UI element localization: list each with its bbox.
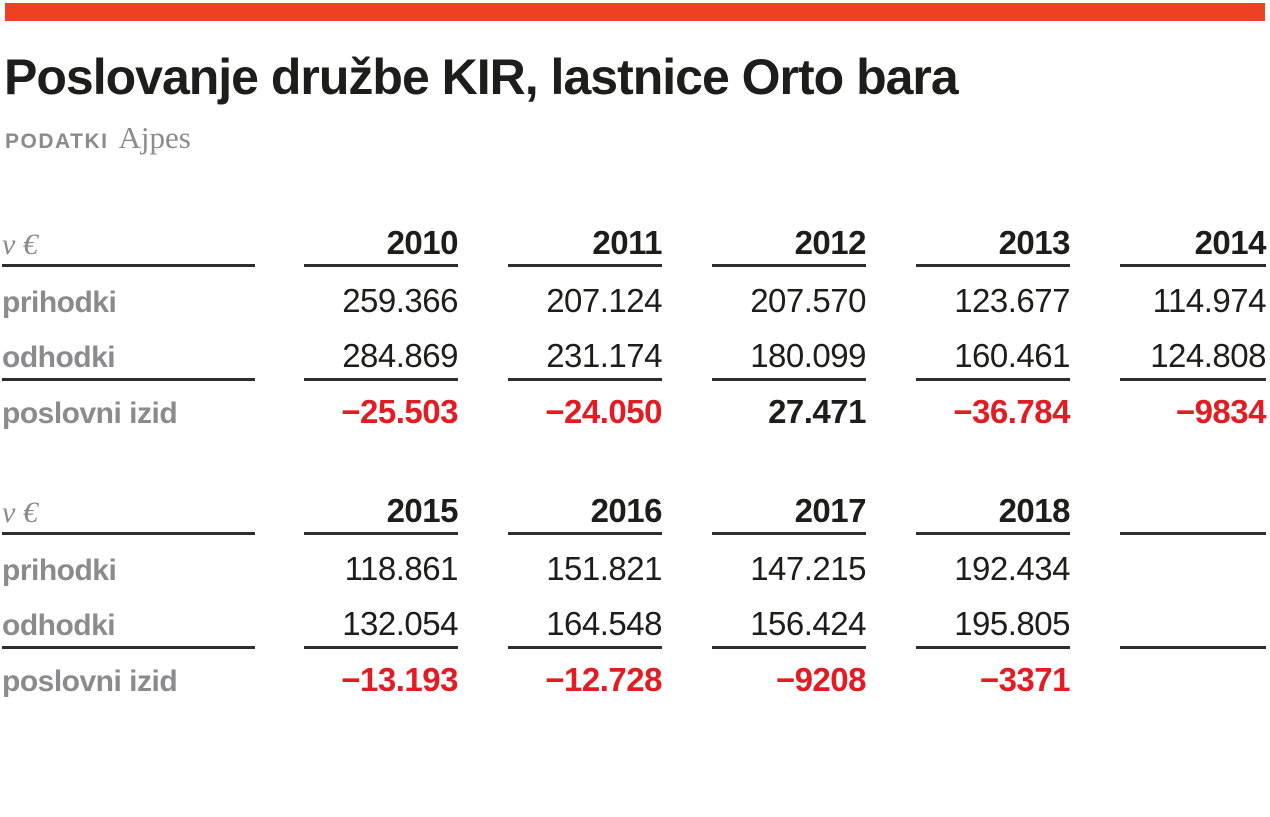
row-label-cell: poslovni izid bbox=[2, 397, 178, 430]
unit-header-cell: v € bbox=[2, 490, 255, 535]
year-header-cell-empty bbox=[1120, 490, 1266, 535]
row-label-cell: odhodki bbox=[2, 592, 255, 649]
result-cell: −13.193 bbox=[341, 661, 458, 698]
value-cell: 118.861 bbox=[344, 550, 459, 587]
year-header-cell: 2014 bbox=[1120, 222, 1267, 267]
value-cell: 180.099 bbox=[712, 324, 866, 381]
row-label-cell: prihodki bbox=[2, 286, 117, 319]
result-cell: −24.050 bbox=[545, 393, 662, 430]
result-cell: −12.728 bbox=[545, 661, 662, 698]
value-cell: 132.054 bbox=[304, 592, 458, 649]
unit-label: v € bbox=[2, 228, 38, 261]
table-row-poslovni-izid: poslovni izid −25.503 −24.050 27.471 −36… bbox=[2, 381, 1267, 431]
source-label: PODATKI bbox=[5, 130, 109, 153]
value-cell: 151.821 bbox=[546, 550, 662, 587]
unit-header-cell: v € bbox=[2, 222, 255, 267]
table-row-poslovni-izid: poslovni izid −13.193 −12.728 −9208 −337… bbox=[2, 649, 1266, 699]
table-row-prihodki: prihodki 259.366 207.124 207.570 123.677… bbox=[2, 267, 1267, 324]
value-cell: 164.548 bbox=[508, 592, 662, 649]
value-cell: 114.974 bbox=[1152, 282, 1267, 319]
row-label-cell: odhodki bbox=[2, 324, 255, 381]
result-cell: −9208 bbox=[775, 661, 867, 698]
result-cell: −3371 bbox=[979, 661, 1071, 698]
result-cell: 27.471 bbox=[768, 393, 866, 430]
value-cell-empty bbox=[1120, 592, 1266, 649]
table-header-row: v € 2010 2011 2012 2013 2014 bbox=[2, 222, 1267, 267]
year-header-cell: 2015 bbox=[304, 490, 459, 535]
value-cell: 147.215 bbox=[750, 550, 866, 587]
value-cell: 259.366 bbox=[342, 282, 458, 319]
year-header-cell: 2016 bbox=[508, 490, 663, 535]
table-2010-2014: v € 2010 2011 2012 2013 2014 prihodki 25… bbox=[2, 222, 1267, 431]
table-header-row: v € 2015 2016 2017 2018 bbox=[2, 490, 1266, 535]
source-line: PODATKI Ajpes bbox=[5, 120, 191, 156]
value-cell: 156.424 bbox=[712, 592, 866, 649]
year-header-cell: 2010 bbox=[304, 222, 459, 267]
table-row-odhodki: odhodki 284.869 231.174 180.099 160.461 … bbox=[2, 324, 1266, 381]
value-cell: 207.570 bbox=[750, 282, 866, 319]
accent-bar bbox=[5, 3, 1265, 21]
result-cell: −9834 bbox=[1175, 393, 1267, 430]
source-value: Ajpes bbox=[118, 120, 191, 155]
value-cell: 160.461 bbox=[916, 324, 1070, 381]
value-cell: 284.869 bbox=[304, 324, 458, 381]
page-title: Poslovanje družbe KIR, lastnice Orto bar… bbox=[4, 49, 959, 105]
value-cell: 124.808 bbox=[1120, 324, 1266, 381]
year-header-cell: 2011 bbox=[508, 222, 662, 267]
table-row-odhodki: odhodki 132.054 164.548 156.424 195.805 bbox=[2, 592, 1266, 649]
year-header-cell: 2017 bbox=[712, 490, 867, 535]
value-cell: 231.174 bbox=[508, 324, 662, 381]
row-label-cell: prihodki bbox=[2, 554, 117, 587]
unit-label: v € bbox=[2, 496, 38, 529]
year-header-cell: 2018 bbox=[916, 490, 1071, 535]
value-cell: 192.434 bbox=[954, 550, 1070, 587]
table-2015-2018: v € 2015 2016 2017 2018 prihodki 118.861… bbox=[2, 490, 1266, 699]
result-cell: −25.503 bbox=[341, 393, 458, 430]
result-cell: −36.784 bbox=[953, 393, 1070, 430]
value-cell-empty bbox=[1120, 535, 1266, 592]
table-row-prihodki: prihodki 118.861 151.821 147.215 192.434 bbox=[2, 535, 1266, 592]
row-label-cell: poslovni izid bbox=[2, 665, 178, 698]
result-cell-empty bbox=[1120, 649, 1266, 699]
year-header-cell: 2012 bbox=[712, 222, 867, 267]
value-cell: 195.805 bbox=[916, 592, 1070, 649]
value-cell: 207.124 bbox=[546, 282, 662, 319]
year-header-cell: 2013 bbox=[916, 222, 1071, 267]
value-cell: 123.677 bbox=[954, 282, 1070, 319]
